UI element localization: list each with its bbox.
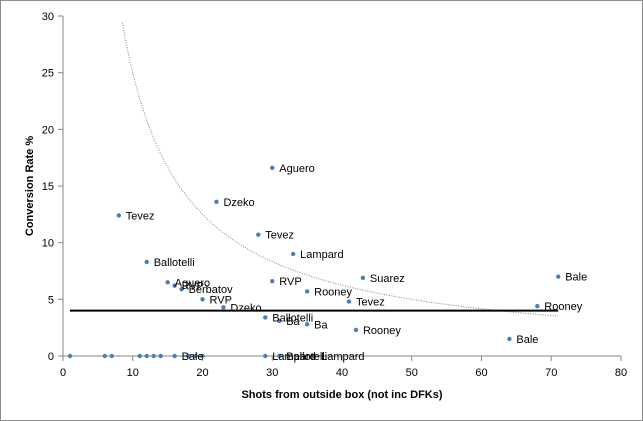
y-tick-label: 30 (42, 11, 54, 23)
data-point (263, 315, 268, 320)
point-label: Dzeko (230, 302, 261, 314)
point-label: Suarez (370, 273, 405, 285)
data-point (144, 353, 149, 359)
y-axis-title: Conversion Rate % (24, 136, 36, 236)
data-point (270, 165, 275, 171)
x-tick-label: 60 (475, 367, 487, 379)
data-point (214, 199, 219, 205)
data-point (270, 279, 275, 284)
x-tick-label: 10 (127, 367, 139, 379)
point-label: Tevez (126, 210, 155, 222)
data-point (360, 275, 366, 280)
data-point (200, 353, 205, 359)
point-label: Tevez (356, 297, 385, 309)
point-label: Lampard (300, 249, 343, 261)
data-point (158, 353, 163, 359)
point-label: Lampard (272, 351, 315, 363)
point-label: RVP (210, 294, 232, 306)
data-point (290, 251, 296, 257)
data-point (353, 327, 359, 333)
data-point (172, 283, 177, 288)
data-point (256, 232, 261, 237)
data-point (165, 280, 170, 285)
x-tick-label: 80 (615, 367, 627, 379)
axes-layer: 0 10 20 30 40 50 60 70 80 0 5 10 15 20 25 30 (42, 11, 627, 379)
data-point (221, 305, 226, 310)
y-tick-label: 5 (48, 294, 54, 306)
x-tick-label: 20 (196, 367, 208, 379)
point-label: Tevez (265, 230, 294, 242)
data-point (109, 353, 115, 359)
point-label: Aguero (175, 277, 210, 289)
trend-curve (121, 22, 559, 317)
point-label: Dzeko (223, 197, 254, 209)
x-tick-label: 0 (60, 367, 66, 379)
data-point (346, 299, 352, 304)
y-tick-label: 10 (42, 238, 54, 250)
y-tick-label: 20 (42, 124, 54, 136)
point-label: Bale (516, 334, 538, 346)
data-point (277, 318, 282, 324)
x-tick-label: 30 (266, 367, 278, 379)
point-label: Ballotelli (154, 257, 195, 269)
data-point (186, 353, 191, 359)
point-label: RVP (182, 281, 204, 293)
data-point (151, 353, 156, 359)
point-label: Ba (314, 319, 328, 331)
data-point (535, 303, 540, 309)
data-point (556, 274, 561, 279)
data-point (311, 353, 317, 359)
point-label: Bale (565, 272, 587, 284)
trend-curve-layer (121, 22, 559, 317)
data-point (67, 353, 73, 359)
data-point (137, 353, 142, 359)
point-label: RVP (279, 276, 301, 288)
data-point (172, 353, 177, 359)
data-point (193, 353, 198, 359)
point-label: Rooney (314, 286, 352, 298)
points-layer (67, 165, 561, 359)
point-label: Berbatov (189, 284, 234, 296)
y-tick-label: 15 (42, 181, 54, 193)
data-point (277, 353, 282, 359)
point-label: Bale (182, 351, 204, 363)
point-label: Ballotelli (286, 351, 327, 363)
data-point (116, 213, 122, 218)
data-point (102, 353, 108, 359)
y-tick-label: 0 (48, 351, 54, 363)
x-tick-label: 70 (545, 367, 557, 379)
data-point (304, 289, 310, 294)
data-point (263, 353, 268, 359)
y-tick-label: 25 (42, 68, 54, 80)
point-label: Ballotelli (272, 312, 313, 324)
point-label: Ba (286, 316, 300, 328)
point-label: Rooney (363, 325, 401, 337)
data-point (304, 322, 310, 327)
x-axis-title: Shots from outside box (not inc DFKs) (241, 389, 442, 401)
x-tick-label: 40 (336, 367, 348, 379)
data-point (179, 286, 184, 292)
x-tick-label: 50 (406, 367, 418, 379)
data-point (144, 259, 149, 265)
data-point (200, 297, 205, 302)
point-label: Aguero (279, 163, 314, 175)
point-labels-layer: AgueroDzekoTevezTevezLampardBallotelliBa… (126, 163, 587, 363)
point-label: Lampard (321, 351, 364, 363)
point-label: Rooney (544, 301, 582, 313)
data-point (507, 336, 512, 342)
